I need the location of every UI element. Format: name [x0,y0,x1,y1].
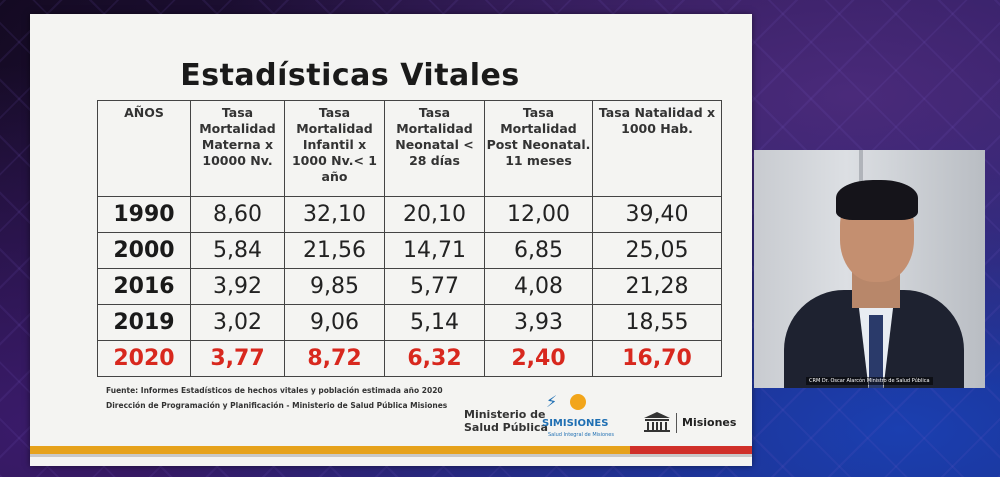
department-note: Dirección de Programación y Planificació… [106,401,448,410]
sun-icon [570,394,586,410]
cell-value: 8,60 [190,196,285,233]
cell-value: 32,10 [284,196,385,233]
cell-value: 8,72 [284,340,385,377]
speaker-tie [869,315,883,388]
ministry-logo-text: Ministerio de Salud Pública [464,408,548,434]
header-birth-rate: Tasa Natalidad x 1000 Hab. [592,100,722,197]
table-row-highlighted: 2020 3,77 8,72 6,32 2,40 16,70 [97,340,722,377]
cell-value: 12,00 [484,196,593,233]
header-years: AÑOS [97,100,191,197]
cell-year: 2000 [97,232,191,269]
cell-value: 39,40 [592,196,722,233]
cell-value: 5,84 [190,232,285,269]
footer-stripe-gray [30,454,752,457]
lightning-icon: ⚡ [546,392,558,411]
cell-value: 16,70 [592,340,722,377]
cell-value: 3,92 [190,268,285,305]
cell-value: 6,85 [484,232,593,269]
header-infant-mortality: Tasa Mortalidad Infantil x 1000 Nv.< 1 a… [284,100,385,197]
cell-year: 2020 [97,340,191,377]
cell-value: 4,08 [484,268,593,305]
header-post-neonatal-mortality: Tasa Mortalidad Post Neonatal. 11 meses [484,100,593,197]
si-misiones-word: SIMISIONES [542,418,609,429]
cell-value: 20,10 [384,196,485,233]
cell-value: 3,02 [190,304,285,341]
slide-title: Estadísticas Vitales [180,58,520,93]
table-row: 2000 5,84 21,56 14,71 6,85 25,05 [97,232,722,269]
cell-value: 25,05 [592,232,722,269]
footer-stripe-gold [30,446,630,454]
cell-value: 18,55 [592,304,722,341]
cell-value: 6,32 [384,340,485,377]
header-maternal-mortality: Tasa Mortalidad Materna x 10000 Nv. [190,100,285,197]
cell-value: 14,71 [384,232,485,269]
speaker-hair [836,180,918,220]
government-logo: Misiones [642,411,740,435]
table-header-row: AÑOS Tasa Mortalidad Materna x 10000 Nv.… [97,100,722,197]
presentation-slide: Estadísticas Vitales AÑOS Tasa Mortalida… [30,14,752,466]
cell-value: 5,77 [384,268,485,305]
cell-value: 9,06 [284,304,385,341]
cell-value: 3,77 [190,340,285,377]
cell-value: 9,85 [284,268,385,305]
si-misiones-logo: ⚡ SIMISIONES Salud Integral de Misiones [536,392,632,442]
table-row: 1990 8,60 32,10 20,10 12,00 39,40 [97,196,722,233]
speaker-video-tile[interactable]: CRM Dr. Oscar Alarcón Ministro de Salud … [754,150,985,388]
ministry-line-2: Salud Pública [464,421,548,434]
cell-year: 2019 [97,304,191,341]
cell-value: 2,40 [484,340,593,377]
logo-separator [676,413,677,433]
cell-year: 2016 [97,268,191,305]
footer-stripe-red [630,446,752,454]
ministry-line-1: Ministerio de [464,408,546,421]
government-building-icon [644,412,670,432]
source-note: Fuente: Informes Estadísticos de hechos … [106,386,443,395]
cell-value: 21,56 [284,232,385,269]
table-row: 2019 3,02 9,06 5,14 3,93 18,55 [97,304,722,341]
table-row: 2016 3,92 9,85 5,77 4,08 21,28 [97,268,722,305]
vital-statistics-table: AÑOS Tasa Mortalidad Materna x 10000 Nv.… [97,100,722,377]
si-misiones-tagline: Salud Integral de Misiones [548,432,614,438]
government-name: Misiones [682,416,737,429]
cell-value: 21,28 [592,268,722,305]
cell-year: 1990 [97,196,191,233]
cell-value: 3,93 [484,304,593,341]
speaker-caption: CRM Dr. Oscar Alarcón Ministro de Salud … [806,377,933,385]
header-neonatal-mortality: Tasa Mortalidad Neonatal < 28 días [384,100,485,197]
cell-value: 5,14 [384,304,485,341]
